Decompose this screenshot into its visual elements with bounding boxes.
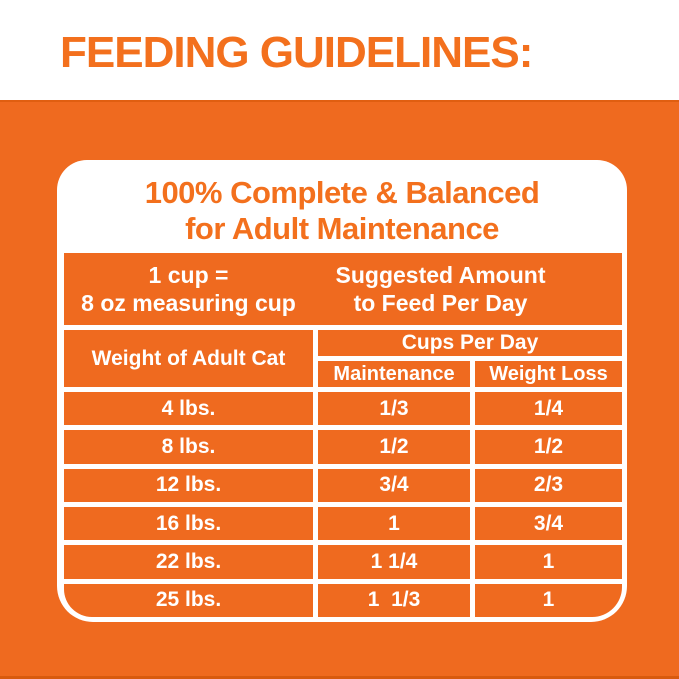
table-row-weight-loss-value: 1/4 [475, 392, 622, 426]
table-row-weight: 16 lbs. [64, 506, 313, 541]
table-row-weight-loss-value: 1 [475, 583, 622, 617]
header-band: FEEDING GUIDELINES: [0, 0, 679, 100]
table-row-maintenance-value: 3/4 [318, 468, 470, 502]
cup-note-line2: 8 oz measuring cup [81, 290, 296, 316]
page-title: FEEDING GUIDELINES: [60, 28, 533, 77]
cup-measure-note: 1 cup = 8 oz measuring cup [64, 261, 313, 317]
column-header-weight: Weight of Adult Cat [64, 330, 313, 387]
table-row-maintenance-value: 1 [318, 506, 470, 541]
table-row-weight: 25 lbs. [64, 583, 313, 617]
table-row-weight: 8 lbs. [64, 430, 313, 464]
feeding-table: 1 cup = 8 oz measuring cup Suggested Amo… [64, 253, 622, 617]
table-row-weight: 22 lbs. [64, 545, 313, 579]
cup-note-line1: 1 cup = [148, 262, 229, 288]
column-header-weight-loss: Weight Loss [475, 361, 622, 387]
table-row-weight-loss-value: 2/3 [475, 468, 622, 502]
table-row-maintenance-value: 1/2 [318, 430, 470, 464]
table-row-weight-loss-value: 1/2 [475, 430, 622, 464]
column-header-cups-per-day: Cups Per Day [318, 330, 622, 356]
image-bottom-edge [0, 676, 679, 679]
column-header-maintenance: Maintenance [318, 361, 470, 387]
suggested-line2: to Feed Per Day [353, 290, 528, 316]
table-row-weight: 12 lbs. [64, 468, 313, 502]
card-title: 100% Complete & Balanced for Adult Maint… [57, 160, 627, 253]
table-row-weight: 4 lbs. [64, 392, 313, 426]
card-title-line2: for Adult Maintenance [185, 210, 499, 246]
table-row-maintenance-value: 1/3 [318, 392, 470, 426]
suggested-amount-note: Suggested Amount to Feed Per Day [313, 261, 622, 317]
table-row-maintenance-value: 1 1/4 [318, 545, 470, 579]
card-title-line1: 100% Complete & Balanced [144, 174, 540, 210]
suggested-line1: Suggested Amount [335, 262, 546, 288]
cup-measure-row: 1 cup = 8 oz measuring cup Suggested Amo… [64, 253, 622, 325]
feeding-guidelines-card: 100% Complete & Balanced for Adult Maint… [57, 160, 627, 622]
table-row-weight-loss-value: 1 [475, 545, 622, 579]
table-row-maintenance-value: 1 1/3 [318, 583, 470, 617]
table-row-weight-loss-value: 3/4 [475, 506, 622, 541]
